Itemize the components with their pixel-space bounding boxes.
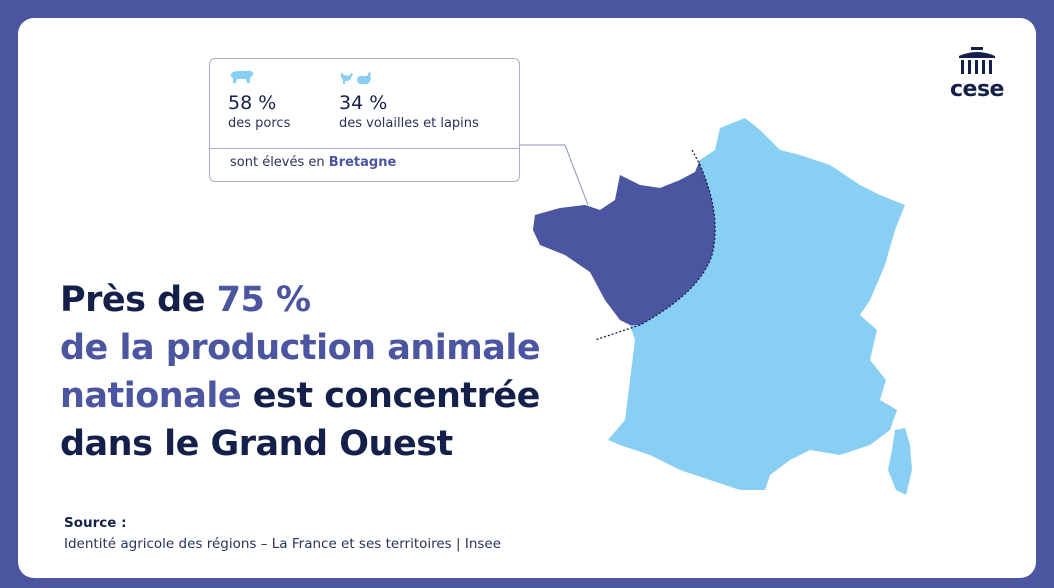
stat-label: des volailles et lapins <box>339 116 479 131</box>
headline-highlight: de la production animale <box>60 328 541 368</box>
headline-highlight: nationale <box>60 376 242 416</box>
logo-text: cese <box>950 77 1004 102</box>
pig-icon <box>230 70 254 83</box>
source: Source : Identité agricole des régions –… <box>64 513 501 555</box>
stat-pigs: 58 % des porcs <box>228 69 290 131</box>
rest-of-france-region <box>533 118 905 490</box>
cese-logo: cese <box>944 46 1010 102</box>
corsica-region <box>888 428 912 495</box>
stat-value: 58 % <box>228 92 277 114</box>
poultry-rabbit-icon <box>340 72 371 84</box>
stat-poultry: 34 % des volailles et lapins <box>339 69 479 131</box>
stat-label: des porcs <box>228 116 291 131</box>
grand-ouest-border <box>594 149 716 341</box>
stats-callout: 58 % des porcs 34 % des volailles et lap… <box>209 58 520 182</box>
headline-text: dans le Grand Ouest <box>60 424 453 464</box>
divider <box>210 148 519 149</box>
source-title: Source : <box>64 515 127 531</box>
region-name: Bretagne <box>328 155 397 170</box>
headline: Près de 75 % de la production animale na… <box>60 276 541 468</box>
source-text: Identité agricole des régions – La Franc… <box>64 536 502 552</box>
headline-text: Près de <box>60 280 217 320</box>
stats-footer: sont élevés en Bretagne <box>230 155 396 170</box>
building-icon <box>959 47 995 74</box>
stat-value: 34 % <box>339 92 388 114</box>
headline-highlight: 75 % <box>216 280 311 320</box>
footer-text: sont élevés en <box>230 155 325 170</box>
leader-line <box>520 144 589 206</box>
headline-text: est concentrée <box>241 376 541 416</box>
